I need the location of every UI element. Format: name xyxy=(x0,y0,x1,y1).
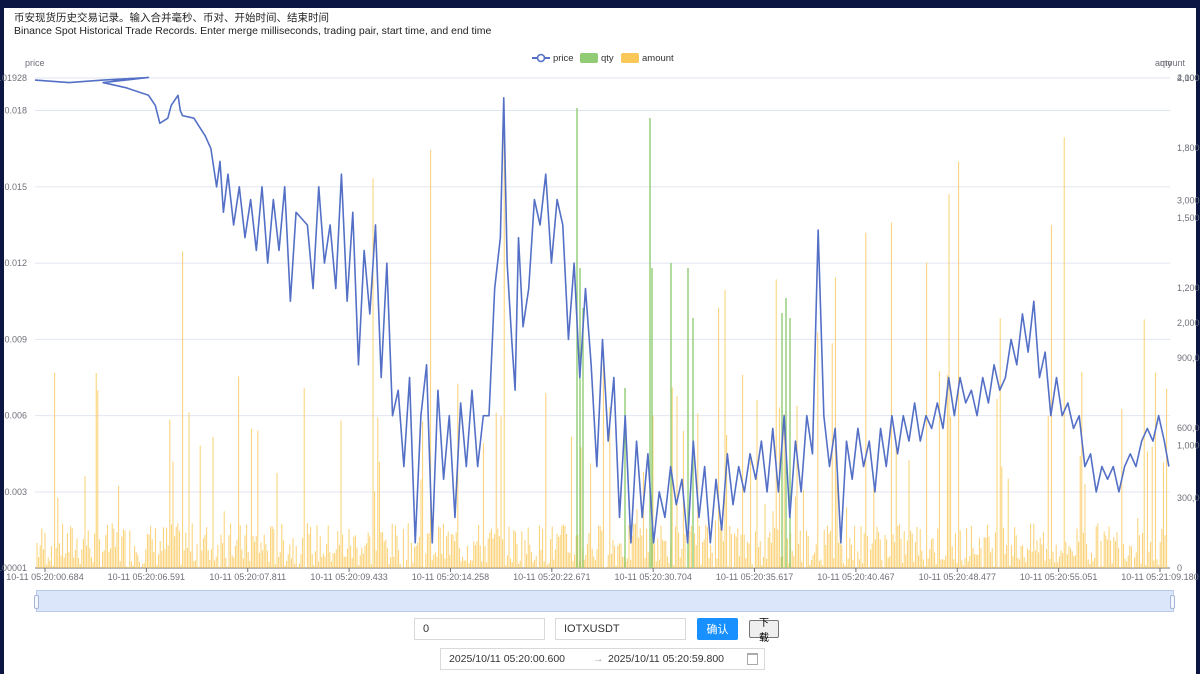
zoom-handle-left[interactable] xyxy=(34,595,39,609)
legend-qty-symbol xyxy=(580,53,598,63)
x-tick-label: 10-11 05:21:09.180 xyxy=(1121,572,1198,582)
y-tick-label-qty: 1,200,000 xyxy=(1177,283,1200,293)
data-zoom-slider[interactable] xyxy=(36,590,1174,612)
y-tick-label-qty: 900,000 xyxy=(1177,353,1200,363)
x-tick-label: 10-11 05:20:14.258 xyxy=(412,572,489,582)
range-start-time[interactable]: 2025/10/11 05:20:00.600 xyxy=(449,653,565,665)
calendar-icon[interactable] xyxy=(747,653,758,665)
x-tick-label: 10-11 05:20:30.704 xyxy=(614,572,691,582)
legend-amount-symbol xyxy=(621,53,639,63)
confirm-button[interactable]: 确认 xyxy=(697,618,738,640)
y-tick-label-amount: 3,000 xyxy=(1177,196,1200,206)
x-tick-label: 10-11 05:20:06.591 xyxy=(108,572,185,582)
download-button[interactable]: 下载 xyxy=(749,620,779,638)
y-tick-label-amount: 2,000 xyxy=(1177,318,1200,328)
y-tick-label-qty: 1,800,000 xyxy=(1177,143,1200,153)
y-tick-label-qty: 1,500,000 xyxy=(1177,213,1200,223)
zoom-handle-right[interactable] xyxy=(1170,595,1175,609)
y-tick-label-amount: 4,000 xyxy=(1177,73,1200,83)
y-tick-label-qty: 300,000 xyxy=(1177,493,1200,503)
x-tick-label: 10-11 05:20:35.617 xyxy=(716,572,793,582)
x-tick-label: 10-11 05:20:09.433 xyxy=(310,572,387,582)
range-end-time[interactable]: 2025/10/11 05:20:59.800 xyxy=(608,653,724,665)
x-tick-label: 10-11 05:20:55.051 xyxy=(1020,572,1097,582)
x-tick-label: 10-11 05:20:48.477 xyxy=(919,572,996,582)
date-range-picker[interactable]: 2025/10/11 05:20:00.600 → 2025/10/11 05:… xyxy=(440,648,765,670)
range-arrow-icon: → xyxy=(593,653,604,665)
y-tick-label-left: 0.015 xyxy=(4,182,27,192)
y-tick-label-amount: 1,000 xyxy=(1177,441,1200,451)
y-axis-label-amount: amount xyxy=(1155,58,1186,68)
y-tick-label-left: 0.009 xyxy=(4,334,27,344)
x-tick-label: 10-11 05:20:40.467 xyxy=(817,572,894,582)
y-tick-label-left: 0.006 xyxy=(4,411,27,421)
legend-amount-label: amount xyxy=(642,53,674,64)
price-line xyxy=(35,77,1169,542)
y-tick-label-qty: 600,000 xyxy=(1177,423,1200,433)
y-tick-label-left: 0.003 xyxy=(4,487,27,497)
y-axis-label-price: price xyxy=(25,58,45,68)
merge-ms-input[interactable] xyxy=(414,618,545,640)
legend-price-label: price xyxy=(553,53,574,64)
x-tick-label: 10-11 05:20:07.811 xyxy=(209,572,286,582)
legend-price-symbol xyxy=(538,55,545,62)
x-tick-label: 10-11 05:20:00.684 xyxy=(6,572,83,582)
y-tick-label-left: 0.012 xyxy=(4,258,27,268)
y-tick-label-left: 0.01928 xyxy=(0,73,27,83)
legend-qty-label: qty xyxy=(601,53,614,64)
y-tick-label-left: 0.018 xyxy=(4,106,27,116)
pair-input[interactable] xyxy=(555,618,686,640)
x-tick-label: 10-11 05:20:22.671 xyxy=(513,572,590,582)
